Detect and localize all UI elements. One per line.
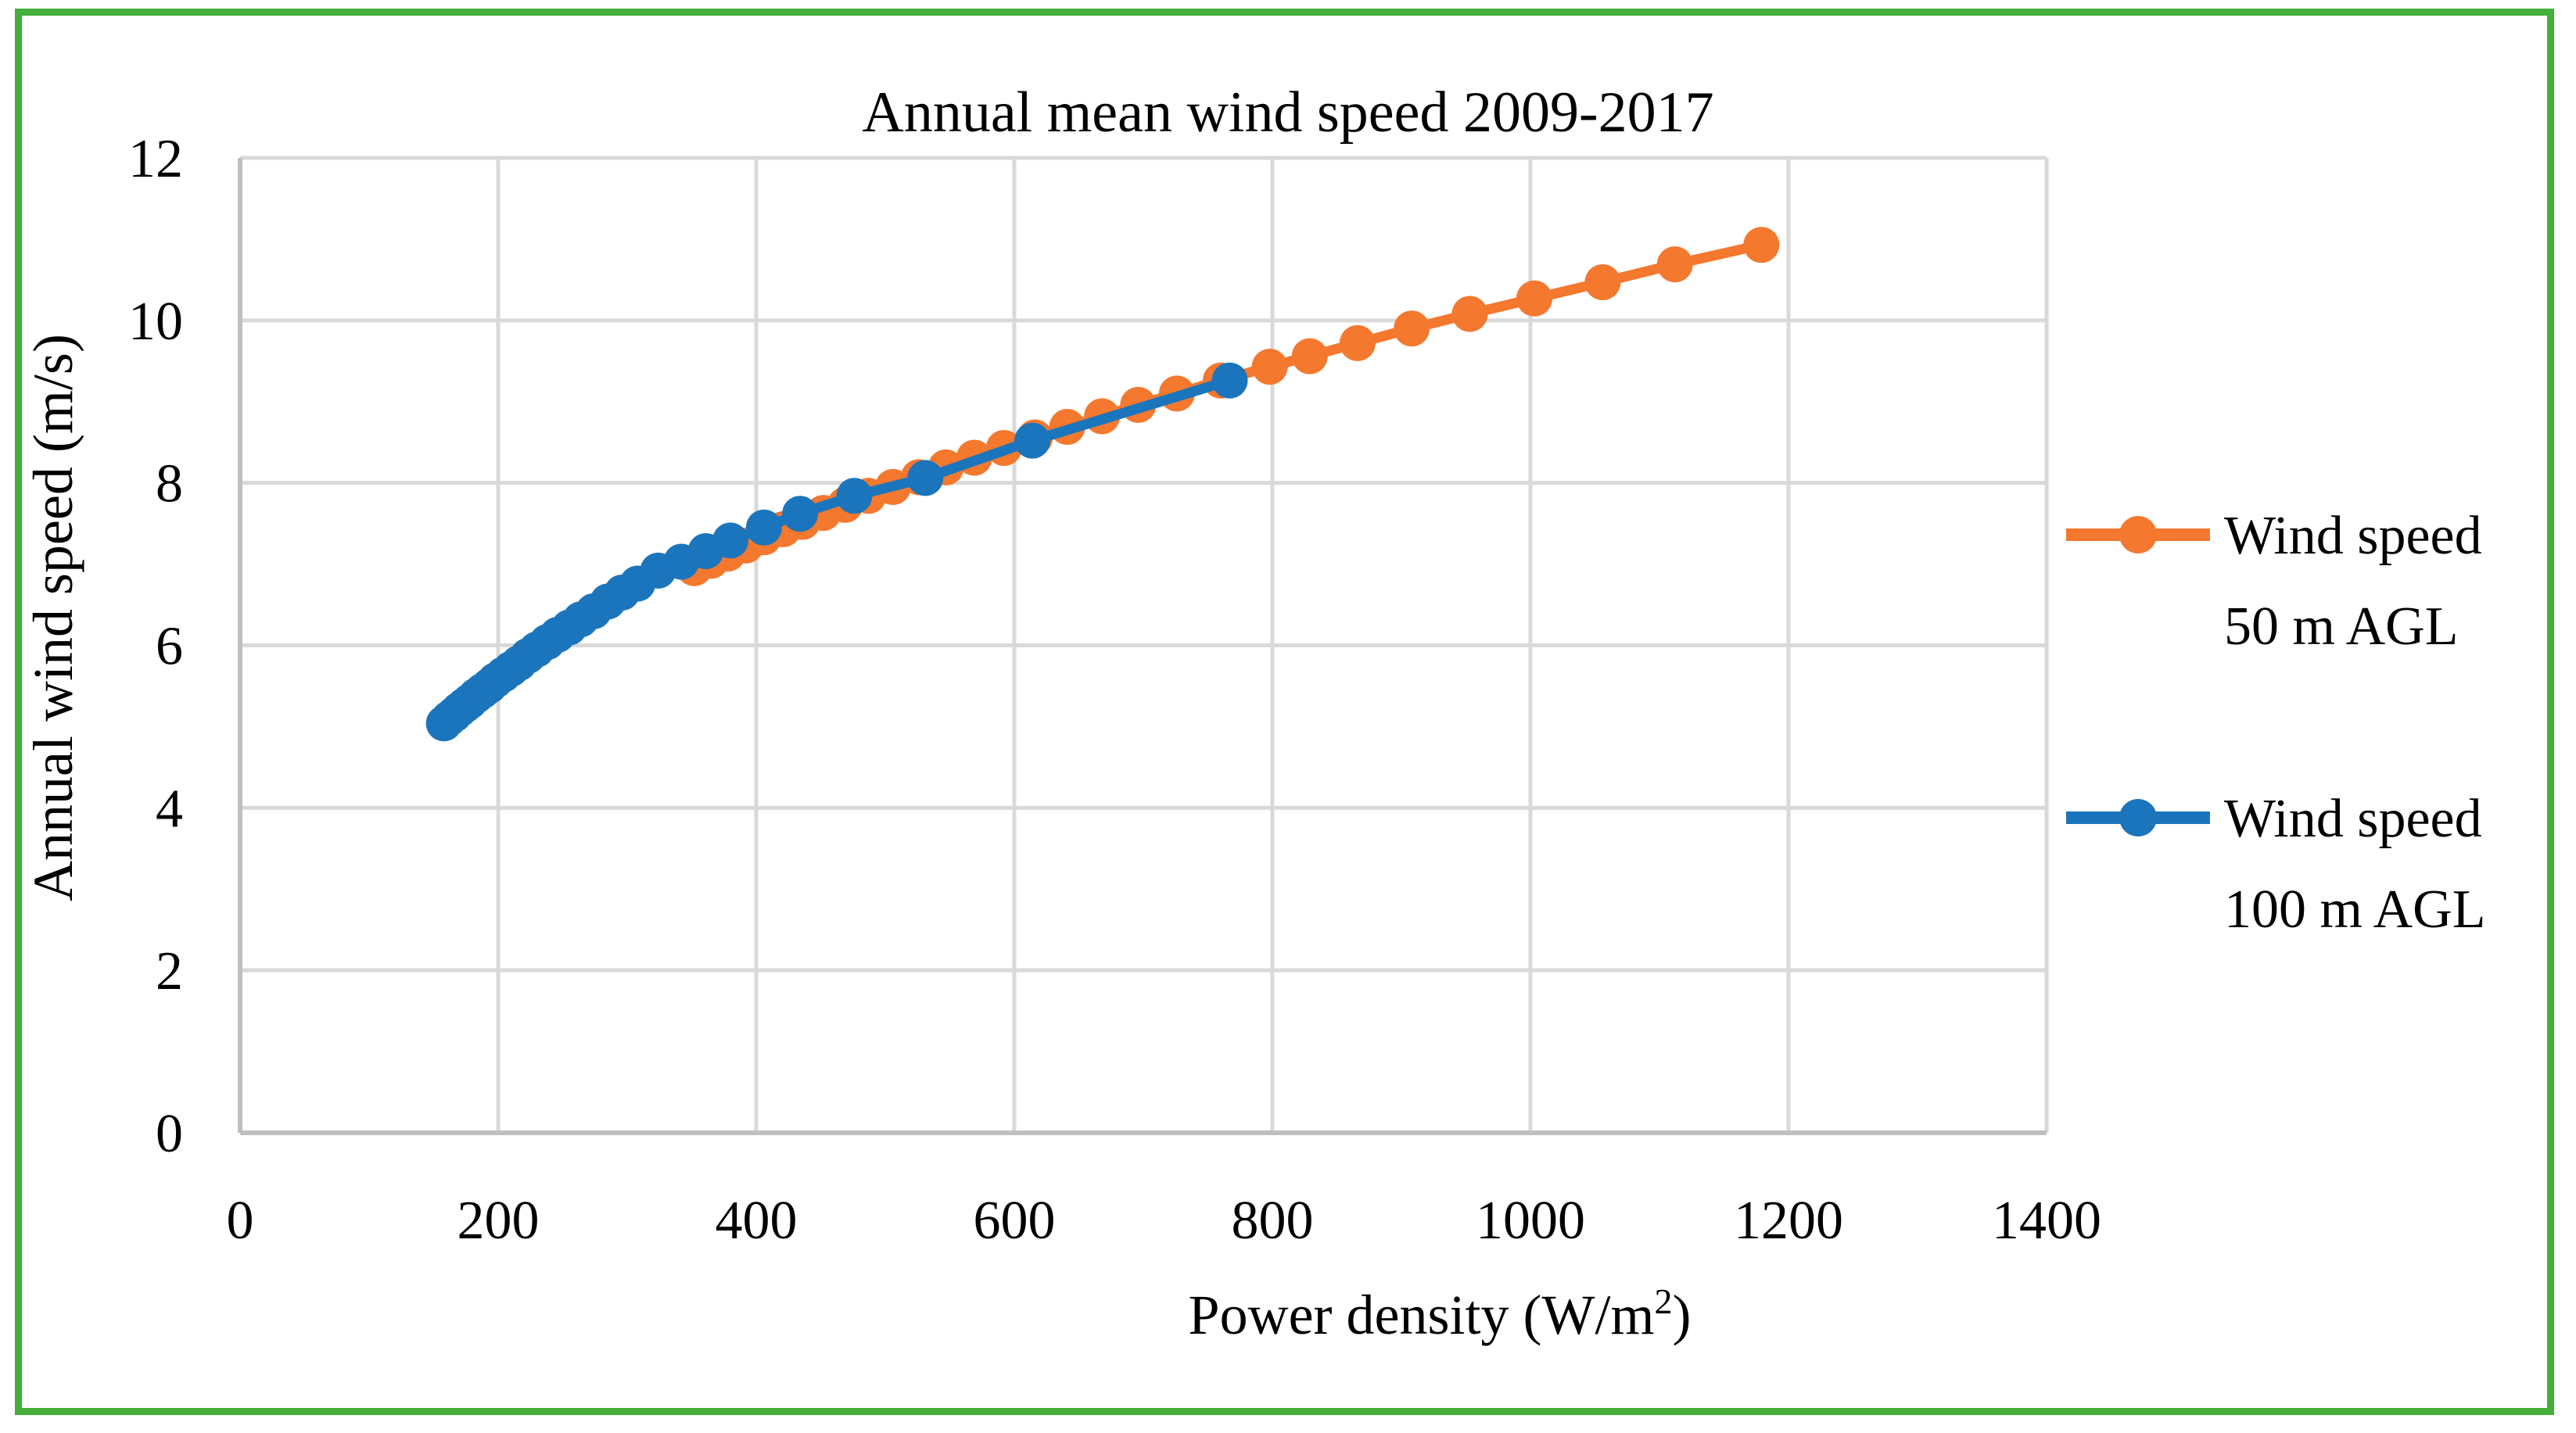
data-point bbox=[1014, 422, 1051, 459]
series-50m-agl bbox=[676, 227, 1780, 586]
data-point bbox=[712, 522, 748, 559]
chart-title: Annual mean wind speed 2009-2017 bbox=[862, 81, 1713, 145]
data-point bbox=[1291, 338, 1328, 374]
data-point bbox=[836, 478, 873, 514]
y-axis-title: Annual wind speed (m/s) bbox=[22, 334, 84, 901]
data-point bbox=[1251, 349, 1288, 385]
x-tick-label: 200 bbox=[457, 1191, 540, 1251]
data-point bbox=[1743, 227, 1780, 263]
x-tick-label: 1400 bbox=[1992, 1191, 2101, 1251]
data-point bbox=[1394, 310, 1430, 347]
y-tick-label: 8 bbox=[156, 454, 183, 514]
x-tick-label: 0 bbox=[227, 1191, 254, 1251]
y-tick-label: 12 bbox=[128, 129, 183, 189]
data-point bbox=[1339, 324, 1376, 361]
y-tick-label: 0 bbox=[156, 1104, 183, 1164]
x-tick-label: 800 bbox=[1232, 1191, 1314, 1251]
legend-item-50m-agl: Wind speed 50 m AGL bbox=[2066, 506, 2482, 657]
series-100m-agl bbox=[425, 362, 1248, 742]
x-tick-label: 1200 bbox=[1734, 1191, 1843, 1251]
y-tick-label: 6 bbox=[156, 617, 183, 677]
gridlines bbox=[240, 156, 2049, 1133]
data-point bbox=[1516, 280, 1552, 317]
legend-label-line1: Wind speed bbox=[2224, 789, 2482, 849]
x-tick-label: 1000 bbox=[1476, 1191, 1585, 1251]
legend-label-line2: 100 m AGL bbox=[2224, 880, 2485, 940]
data-point bbox=[1584, 264, 1621, 300]
x-axis-title: Power density (W/m2) bbox=[1189, 1281, 1692, 1346]
data-point bbox=[745, 509, 782, 546]
data-point bbox=[907, 460, 944, 496]
y-tick-label: 10 bbox=[128, 292, 183, 352]
data-point bbox=[782, 496, 819, 532]
figure-border bbox=[15, 9, 2554, 1415]
legend: Wind speed 50 m AGL Wind speed 100 m AGL bbox=[2066, 506, 2485, 940]
axis-lines bbox=[238, 158, 2047, 1135]
series-line bbox=[439, 375, 1235, 729]
y-tick-label: 4 bbox=[156, 779, 183, 839]
legend-marker bbox=[2119, 516, 2157, 553]
y-tick-label: 2 bbox=[156, 941, 183, 1001]
x-tick-label: 400 bbox=[716, 1191, 798, 1251]
data-point bbox=[1211, 362, 1248, 399]
data-point bbox=[1451, 296, 1488, 332]
legend-item-100m-agl: Wind speed 100 m AGL bbox=[2066, 789, 2485, 940]
data-point bbox=[1656, 246, 1693, 283]
legend-label-line2: 50 m AGL bbox=[2224, 596, 2458, 657]
x-axis-tick-labels: 0 200 400 600 800 1000 1200 1400 bbox=[227, 1191, 2102, 1251]
x-tick-label: 600 bbox=[974, 1191, 1056, 1251]
y-axis-tick-labels: 0 2 4 6 8 10 12 bbox=[128, 129, 183, 1164]
legend-marker bbox=[2119, 799, 2157, 837]
legend-label-line1: Wind speed bbox=[2224, 506, 2482, 566]
